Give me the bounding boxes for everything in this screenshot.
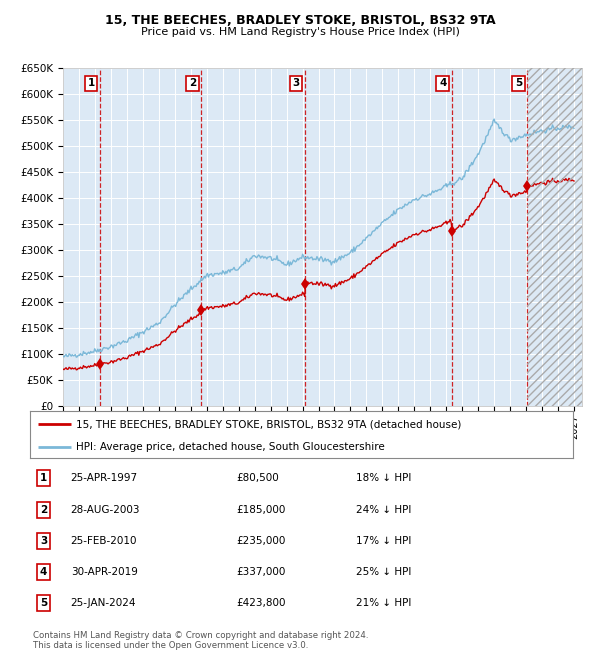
- Bar: [527, 68, 582, 406]
- Text: 25-JAN-2024: 25-JAN-2024: [71, 598, 136, 608]
- Text: 28-AUG-2003: 28-AUG-2003: [71, 504, 140, 515]
- Text: £185,000: £185,000: [236, 504, 286, 515]
- Text: 5: 5: [515, 79, 522, 88]
- Text: £423,800: £423,800: [236, 598, 286, 608]
- Text: 18% ↓ HPI: 18% ↓ HPI: [356, 473, 411, 484]
- Text: Price paid vs. HM Land Registry's House Price Index (HPI): Price paid vs. HM Land Registry's House …: [140, 27, 460, 37]
- Text: 4: 4: [439, 79, 446, 88]
- Text: This data is licensed under the Open Government Licence v3.0.: This data is licensed under the Open Gov…: [33, 641, 308, 650]
- Text: 25-FEB-2010: 25-FEB-2010: [71, 536, 137, 546]
- Text: 2: 2: [40, 504, 47, 515]
- Text: 15, THE BEECHES, BRADLEY STOKE, BRISTOL, BS32 9TA: 15, THE BEECHES, BRADLEY STOKE, BRISTOL,…: [104, 14, 496, 27]
- Text: 15, THE BEECHES, BRADLEY STOKE, BRISTOL, BS32 9TA (detached house): 15, THE BEECHES, BRADLEY STOKE, BRISTOL,…: [76, 419, 461, 429]
- Text: 3: 3: [40, 536, 47, 546]
- Text: 2: 2: [189, 79, 196, 88]
- Text: £337,000: £337,000: [236, 567, 286, 577]
- Text: 24% ↓ HPI: 24% ↓ HPI: [356, 504, 411, 515]
- Text: 3: 3: [293, 79, 300, 88]
- Text: HPI: Average price, detached house, South Gloucestershire: HPI: Average price, detached house, Sout…: [76, 441, 385, 452]
- Text: 17% ↓ HPI: 17% ↓ HPI: [356, 536, 411, 546]
- Text: 4: 4: [40, 567, 47, 577]
- Text: 30-APR-2019: 30-APR-2019: [71, 567, 137, 577]
- Text: 21% ↓ HPI: 21% ↓ HPI: [356, 598, 411, 608]
- Text: 1: 1: [40, 473, 47, 484]
- Text: 25% ↓ HPI: 25% ↓ HPI: [356, 567, 411, 577]
- Text: £80,500: £80,500: [236, 473, 279, 484]
- Text: £235,000: £235,000: [236, 536, 286, 546]
- Text: 25-APR-1997: 25-APR-1997: [71, 473, 138, 484]
- Text: Contains HM Land Registry data © Crown copyright and database right 2024.: Contains HM Land Registry data © Crown c…: [33, 630, 368, 640]
- Text: 5: 5: [40, 598, 47, 608]
- Text: 1: 1: [88, 79, 95, 88]
